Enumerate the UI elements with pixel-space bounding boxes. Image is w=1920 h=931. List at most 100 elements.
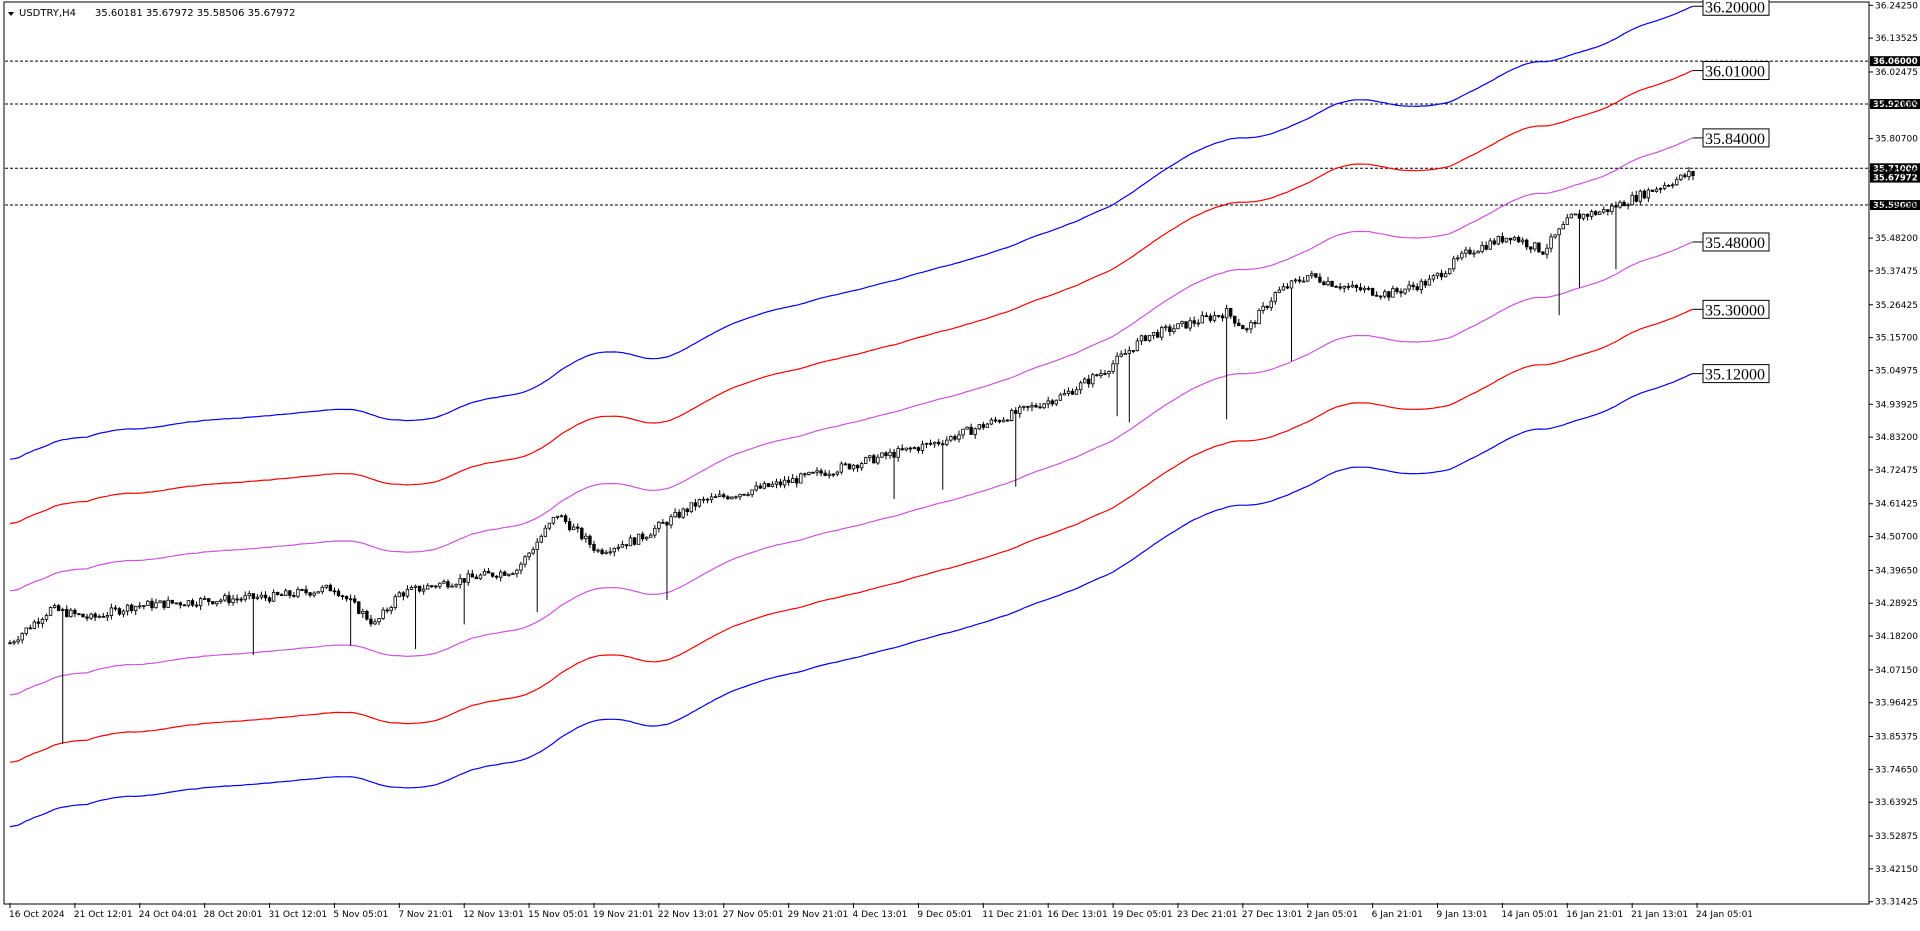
candle-body xyxy=(616,546,621,549)
candle-body xyxy=(280,594,284,597)
candle-body xyxy=(904,447,908,451)
level-tag-bg-2 xyxy=(1870,163,1920,174)
candle-body xyxy=(81,613,85,618)
candle-body xyxy=(1549,236,1553,249)
x-tick-label: 19 Dec 05:01 xyxy=(1112,910,1173,920)
candle-body xyxy=(1346,285,1350,288)
end-label-box-5 xyxy=(1702,364,1770,384)
candle-body xyxy=(1058,394,1063,401)
candle-body xyxy=(1464,249,1468,254)
candle-body xyxy=(555,515,560,518)
candle-body xyxy=(1078,382,1083,391)
candle-body xyxy=(868,455,872,459)
candle-body xyxy=(462,578,466,583)
candle-body xyxy=(1569,213,1574,219)
y-tick-label: 35.48200 xyxy=(1875,234,1918,244)
candle-body xyxy=(405,589,410,597)
candle-body xyxy=(1435,272,1440,277)
candle-body xyxy=(620,544,625,548)
candle-body xyxy=(24,627,28,634)
candle-body xyxy=(511,573,515,576)
y-tick-label: 33.96425 xyxy=(1875,699,1918,709)
x-tick-label: 7 Nov 21:01 xyxy=(398,910,453,920)
candle-body xyxy=(770,483,775,487)
candle-body xyxy=(1500,236,1505,243)
x-tick-label: 9 Dec 05:01 xyxy=(917,910,972,920)
candle-body xyxy=(77,613,81,616)
triangle-down-icon[interactable] xyxy=(8,12,14,16)
candle-body xyxy=(746,494,750,497)
candle-body xyxy=(69,609,73,618)
candle-body xyxy=(1460,252,1464,259)
candle-body xyxy=(486,570,491,574)
candle-body xyxy=(1285,286,1290,289)
candle-body xyxy=(494,575,499,578)
candle-body xyxy=(336,590,341,597)
candle-body xyxy=(263,594,268,599)
candle-body xyxy=(1614,205,1618,208)
candle-body xyxy=(499,571,503,578)
candle-body xyxy=(576,526,580,529)
candle-body xyxy=(592,544,596,551)
candle-body xyxy=(65,608,69,618)
candle-body xyxy=(563,515,568,522)
envelope-bands xyxy=(9,5,1694,828)
y-tick-label: 34.50700 xyxy=(1875,533,1918,543)
candle-body xyxy=(717,494,722,497)
candle-body xyxy=(1476,251,1480,254)
candle-body xyxy=(328,584,333,592)
candle-body xyxy=(632,537,637,545)
candle-body xyxy=(1484,244,1488,250)
candle-body xyxy=(1200,315,1204,324)
ohlc-values: 35.60181 35.67972 35.58506 35.67972 xyxy=(95,8,295,19)
candle-body xyxy=(1658,188,1663,190)
candle-body xyxy=(758,485,762,489)
candle-body xyxy=(170,599,174,604)
candle-body xyxy=(843,463,848,466)
horizontal-levels: 36.06000 35.92000 35.71000 35.59000 35.67972 xyxy=(5,56,1920,211)
y-tick-label: 34.28925 xyxy=(1875,599,1918,609)
candle-body xyxy=(373,621,377,625)
candle-body xyxy=(876,456,880,464)
candle-body xyxy=(474,576,479,580)
candle-body xyxy=(105,615,110,618)
candle-body xyxy=(949,436,953,441)
candle-body xyxy=(1131,350,1136,352)
y-tick-label: 33.42150 xyxy=(1875,865,1918,875)
candle-body xyxy=(1228,308,1233,317)
candle-body xyxy=(482,570,487,576)
candle-body xyxy=(1456,257,1460,260)
candle-body xyxy=(1358,287,1363,291)
candle-body xyxy=(1691,171,1695,177)
candle-body xyxy=(377,618,381,623)
candle-body xyxy=(1330,280,1334,287)
candle-body xyxy=(134,605,138,611)
candle-body xyxy=(93,613,97,618)
candle-body xyxy=(1062,393,1067,396)
candle-body xyxy=(438,582,442,587)
candle-body xyxy=(1042,403,1046,409)
candle-body xyxy=(1602,209,1606,213)
symbol-label: USDTRY,H4 xyxy=(19,8,76,19)
candle-body xyxy=(1512,237,1517,241)
level-tag-3: 35.59000 xyxy=(1873,201,1918,211)
plot-area[interactable] xyxy=(3,1,1870,905)
candle-body xyxy=(722,494,726,498)
candle-body xyxy=(985,423,990,428)
candle-body xyxy=(1565,217,1569,225)
current-price-bg xyxy=(1870,172,1920,183)
candle-body xyxy=(1654,188,1659,192)
candle-body xyxy=(28,627,32,630)
candle-body xyxy=(1557,228,1561,236)
candle-body xyxy=(357,601,361,614)
candle-body xyxy=(896,448,900,458)
candle-body xyxy=(365,610,369,620)
candle-body xyxy=(1095,374,1099,377)
candle-body xyxy=(36,621,41,624)
candle-body xyxy=(442,581,446,584)
end-label-5: 35.12000 xyxy=(1705,367,1765,384)
candle-body xyxy=(251,593,256,599)
candle-body xyxy=(1439,272,1444,278)
